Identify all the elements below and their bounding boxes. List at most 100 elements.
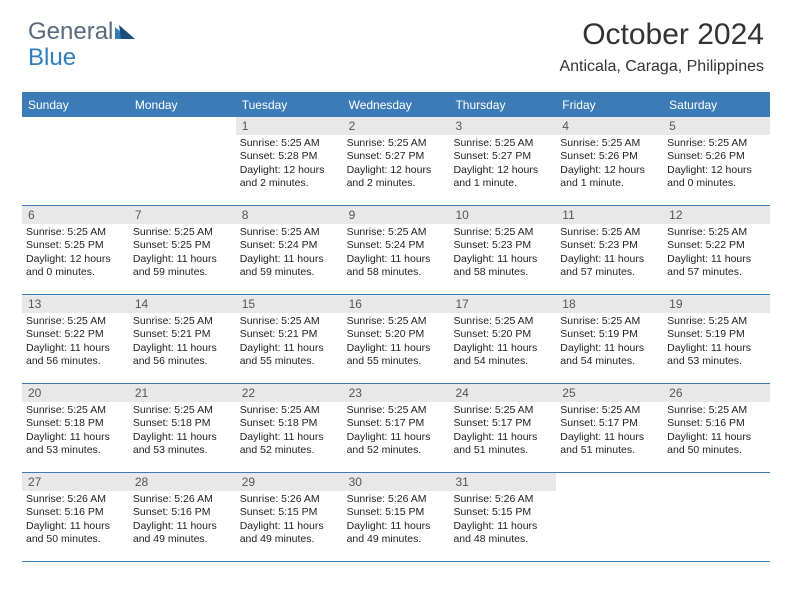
sunset-text: Sunset: 5:20 PM xyxy=(347,328,446,341)
sunset-text: Sunset: 5:18 PM xyxy=(133,417,232,430)
sunrise-text: Sunrise: 5:25 AM xyxy=(453,226,552,239)
day-number: 24 xyxy=(449,384,556,402)
daylight-text: Daylight: 11 hours and 52 minutes. xyxy=(240,431,339,458)
day-cell: 3Sunrise: 5:25 AMSunset: 5:27 PMDaylight… xyxy=(449,117,556,205)
day-number: 4 xyxy=(556,117,663,135)
sunset-text: Sunset: 5:28 PM xyxy=(240,150,339,163)
sunrise-text: Sunrise: 5:25 AM xyxy=(453,315,552,328)
day-number: 29 xyxy=(236,473,343,491)
sunset-text: Sunset: 5:15 PM xyxy=(240,506,339,519)
calendar-grid: Sunday Monday Tuesday Wednesday Thursday… xyxy=(22,92,770,562)
day-cell: 26Sunrise: 5:25 AMSunset: 5:16 PMDayligh… xyxy=(663,384,770,472)
sunset-text: Sunset: 5:16 PM xyxy=(667,417,766,430)
daylight-text: Daylight: 11 hours and 55 minutes. xyxy=(240,342,339,369)
sunrise-text: Sunrise: 5:25 AM xyxy=(133,315,232,328)
sunset-text: Sunset: 5:27 PM xyxy=(453,150,552,163)
daylight-text: Daylight: 11 hours and 51 minutes. xyxy=(560,431,659,458)
brand-part2: Blue xyxy=(28,44,76,72)
sunrise-text: Sunrise: 5:25 AM xyxy=(240,137,339,150)
sunrise-text: Sunrise: 5:26 AM xyxy=(26,493,125,506)
day-body: Sunrise: 5:25 AMSunset: 5:20 PMDaylight:… xyxy=(343,313,450,373)
sunrise-text: Sunrise: 5:25 AM xyxy=(453,404,552,417)
sunset-text: Sunset: 5:22 PM xyxy=(26,328,125,341)
daylight-text: Daylight: 11 hours and 52 minutes. xyxy=(347,431,446,458)
sunrise-text: Sunrise: 5:25 AM xyxy=(667,404,766,417)
day-cell xyxy=(129,117,236,205)
day-number: 1 xyxy=(236,117,343,135)
sunset-text: Sunset: 5:17 PM xyxy=(560,417,659,430)
sunset-text: Sunset: 5:18 PM xyxy=(240,417,339,430)
day-cell xyxy=(556,473,663,561)
day-header-thu: Thursday xyxy=(449,94,556,117)
day-number: 7 xyxy=(129,206,236,224)
sunset-text: Sunset: 5:21 PM xyxy=(133,328,232,341)
sunrise-text: Sunrise: 5:25 AM xyxy=(667,137,766,150)
sunrise-text: Sunrise: 5:26 AM xyxy=(347,493,446,506)
daylight-text: Daylight: 11 hours and 58 minutes. xyxy=(347,253,446,280)
day-number: 2 xyxy=(343,117,450,135)
daylight-text: Daylight: 11 hours and 59 minutes. xyxy=(133,253,232,280)
day-cell: 27Sunrise: 5:26 AMSunset: 5:16 PMDayligh… xyxy=(22,473,129,561)
day-cell: 13Sunrise: 5:25 AMSunset: 5:22 PMDayligh… xyxy=(22,295,129,383)
sunset-text: Sunset: 5:27 PM xyxy=(347,150,446,163)
daylight-text: Daylight: 12 hours and 1 minute. xyxy=(453,164,552,191)
day-cell: 17Sunrise: 5:25 AMSunset: 5:20 PMDayligh… xyxy=(449,295,556,383)
daylight-text: Daylight: 12 hours and 1 minute. xyxy=(560,164,659,191)
week-row: 27Sunrise: 5:26 AMSunset: 5:16 PMDayligh… xyxy=(22,473,770,562)
sunrise-text: Sunrise: 5:25 AM xyxy=(667,226,766,239)
sunset-text: Sunset: 5:26 PM xyxy=(667,150,766,163)
sunset-text: Sunset: 5:24 PM xyxy=(347,239,446,252)
day-header-sat: Saturday xyxy=(663,94,770,117)
day-cell: 31Sunrise: 5:26 AMSunset: 5:15 PMDayligh… xyxy=(449,473,556,561)
sunrise-text: Sunrise: 5:25 AM xyxy=(26,226,125,239)
day-cell: 10Sunrise: 5:25 AMSunset: 5:23 PMDayligh… xyxy=(449,206,556,294)
sunrise-text: Sunrise: 5:25 AM xyxy=(453,137,552,150)
day-body: Sunrise: 5:25 AMSunset: 5:24 PMDaylight:… xyxy=(236,224,343,284)
title-block: October 2024 Anticala, Caraga, Philippin… xyxy=(559,18,764,76)
sunrise-text: Sunrise: 5:25 AM xyxy=(26,404,125,417)
location-subtitle: Anticala, Caraga, Philippines xyxy=(559,58,764,76)
day-number xyxy=(129,117,236,121)
day-header-wed: Wednesday xyxy=(343,94,450,117)
sunrise-text: Sunrise: 5:25 AM xyxy=(26,315,125,328)
sunset-text: Sunset: 5:25 PM xyxy=(133,239,232,252)
day-body: Sunrise: 5:25 AMSunset: 5:17 PMDaylight:… xyxy=(343,402,450,462)
day-body: Sunrise: 5:25 AMSunset: 5:26 PMDaylight:… xyxy=(663,135,770,195)
day-number: 8 xyxy=(236,206,343,224)
day-body: Sunrise: 5:25 AMSunset: 5:26 PMDaylight:… xyxy=(556,135,663,195)
day-header-fri: Friday xyxy=(556,94,663,117)
day-cell: 7 Sunrise: 5:25 AMSunset: 5:25 PMDaylight… xyxy=(129,206,236,294)
day-body: Sunrise: 5:25 AMSunset: 5:18 PMDaylight:… xyxy=(22,402,129,462)
month-title: October 2024 xyxy=(559,18,764,52)
day-number: 18 xyxy=(556,295,663,313)
day-number: 27 xyxy=(22,473,129,491)
sunset-text: Sunset: 5:19 PM xyxy=(667,328,766,341)
day-number: 12 xyxy=(663,206,770,224)
day-header-sun: Sunday xyxy=(22,94,129,117)
daylight-text: Daylight: 11 hours and 51 minutes. xyxy=(453,431,552,458)
weeks-container: 1Sunrise: 5:25 AMSunset: 5:28 PMDaylight… xyxy=(22,117,770,562)
sunrise-text: Sunrise: 5:26 AM xyxy=(240,493,339,506)
sunset-text: Sunset: 5:23 PM xyxy=(560,239,659,252)
sunrise-text: Sunrise: 5:25 AM xyxy=(347,404,446,417)
day-number: 22 xyxy=(236,384,343,402)
sunrise-text: Sunrise: 5:25 AM xyxy=(240,315,339,328)
day-body: Sunrise: 5:25 AMSunset: 5:25 PMDaylight:… xyxy=(22,224,129,284)
day-cell: 6Sunrise: 5:25 AMSunset: 5:25 PMDaylight… xyxy=(22,206,129,294)
day-body: Sunrise: 5:26 AMSunset: 5:15 PMDaylight:… xyxy=(449,491,556,551)
day-body: Sunrise: 5:25 AMSunset: 5:23 PMDaylight:… xyxy=(449,224,556,284)
sunrise-text: Sunrise: 5:25 AM xyxy=(560,315,659,328)
day-body: Sunrise: 5:26 AMSunset: 5:16 PMDaylight:… xyxy=(129,491,236,551)
week-row: 20Sunrise: 5:25 AMSunset: 5:18 PMDayligh… xyxy=(22,384,770,473)
day-cell: 24Sunrise: 5:25 AMSunset: 5:17 PMDayligh… xyxy=(449,384,556,472)
sunrise-text: Sunrise: 5:25 AM xyxy=(133,226,232,239)
day-cell: 15Sunrise: 5:25 AMSunset: 5:21 PMDayligh… xyxy=(236,295,343,383)
day-cell: 30Sunrise: 5:26 AMSunset: 5:15 PMDayligh… xyxy=(343,473,450,561)
day-header-mon: Monday xyxy=(129,94,236,117)
brand-logo: General xyxy=(28,18,139,46)
day-body: Sunrise: 5:25 AMSunset: 5:21 PMDaylight:… xyxy=(236,313,343,373)
day-number: 28 xyxy=(129,473,236,491)
sunset-text: Sunset: 5:22 PM xyxy=(667,239,766,252)
daylight-text: Daylight: 11 hours and 53 minutes. xyxy=(26,431,125,458)
daylight-text: Daylight: 12 hours and 2 minutes. xyxy=(347,164,446,191)
